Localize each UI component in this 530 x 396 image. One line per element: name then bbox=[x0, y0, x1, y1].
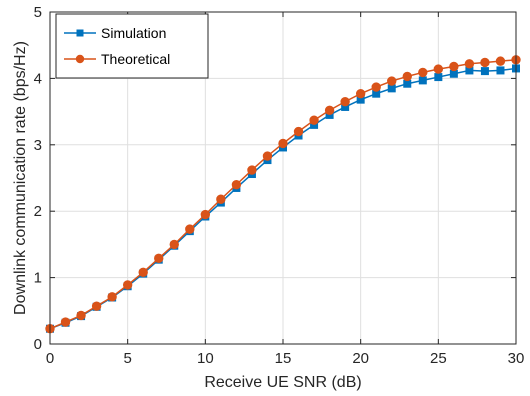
data-point-circle bbox=[200, 209, 211, 220]
x-tick-label: 20 bbox=[352, 350, 369, 367]
x-axis-label: Receive UE SNR (dB) bbox=[204, 374, 361, 391]
data-point-square bbox=[387, 84, 396, 93]
data-point-circle bbox=[91, 301, 102, 311]
data-point-circle bbox=[387, 76, 397, 86]
legend-label: Theoretical bbox=[101, 51, 170, 67]
axis-ticks: 0 5 10 15 20 25 30 0 1 2 3 4 5 bbox=[34, 4, 525, 367]
data-point-square bbox=[403, 79, 412, 88]
data-point-circle bbox=[402, 71, 412, 82]
data-point-square bbox=[496, 66, 505, 75]
data-point-square bbox=[480, 67, 489, 76]
x-tick-label: 5 bbox=[123, 350, 131, 367]
data-point-circle bbox=[324, 105, 335, 115]
y-tick-label: 0 bbox=[34, 336, 42, 353]
data-point-circle bbox=[247, 165, 257, 175]
y-tick-label: 5 bbox=[34, 4, 42, 21]
data-point-circle bbox=[185, 224, 195, 234]
data-point-circle bbox=[355, 88, 366, 99]
data-point-circle bbox=[480, 57, 490, 68]
y-tick-label: 1 bbox=[34, 270, 42, 287]
x-tick-label: 0 bbox=[46, 350, 54, 367]
y-tick-label: 2 bbox=[34, 203, 42, 220]
data-point-circle bbox=[107, 292, 117, 302]
legend-swatch-circle bbox=[75, 54, 85, 64]
data-point-circle bbox=[449, 61, 459, 72]
data-point-circle bbox=[309, 115, 319, 125]
legend-label: Simulation bbox=[101, 25, 166, 41]
x-tick-label: 15 bbox=[275, 350, 292, 367]
data-point-circle bbox=[293, 126, 304, 137]
data-point-circle bbox=[433, 64, 444, 74]
legend-swatch-square bbox=[76, 29, 84, 37]
data-point-circle bbox=[60, 317, 71, 327]
x-tick-label: 10 bbox=[197, 350, 214, 367]
data-point-circle bbox=[418, 67, 428, 78]
data-point-square bbox=[434, 73, 443, 82]
data-point-circle bbox=[262, 151, 273, 161]
data-point-square bbox=[449, 69, 458, 78]
x-tick-label: 30 bbox=[508, 350, 525, 367]
data-point-square bbox=[418, 76, 427, 85]
legend-box bbox=[55, 13, 209, 79]
data-point-circle bbox=[122, 280, 133, 290]
data-point-circle bbox=[216, 194, 226, 204]
y-tick-label: 4 bbox=[34, 70, 42, 87]
data-point-circle bbox=[76, 310, 86, 321]
series-layer bbox=[45, 55, 521, 334]
data-point-circle bbox=[464, 59, 475, 69]
y-tick-label: 3 bbox=[34, 137, 42, 154]
data-point-circle bbox=[231, 179, 242, 190]
y-axis-label: Downlink communication rate (bps/Hz) bbox=[12, 41, 29, 315]
legend: Simulation Theoretical bbox=[55, 13, 209, 79]
data-point-circle bbox=[154, 253, 164, 264]
data-point-circle bbox=[278, 138, 288, 149]
series-theoretical bbox=[45, 55, 521, 334]
x-tick-label: 25 bbox=[430, 350, 447, 367]
data-point-circle bbox=[495, 56, 506, 66]
data-point-circle bbox=[371, 82, 381, 92]
data-point-circle bbox=[340, 96, 350, 107]
data-point-circle bbox=[169, 239, 179, 250]
data-point-circle bbox=[138, 267, 148, 277]
